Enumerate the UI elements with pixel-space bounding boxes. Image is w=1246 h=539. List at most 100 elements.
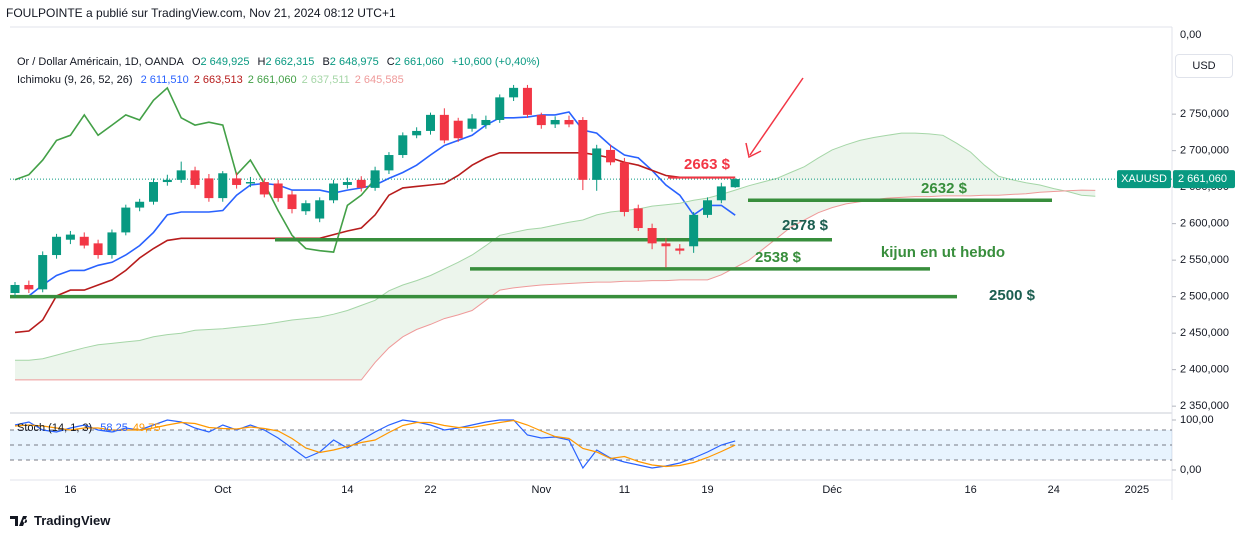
candle-body (536, 114, 546, 126)
candle-body (329, 183, 339, 201)
indicator-value: 2 645,585 (354, 74, 404, 86)
x-tick-label: 11 (619, 484, 630, 496)
legend-key: B (322, 56, 330, 68)
indicator-value: 2 661,060 (247, 74, 297, 86)
y-tick-label: 2 450,000 (1180, 327, 1229, 339)
arrow-line (749, 77, 804, 156)
stoch-line (14, 419, 736, 470)
candle-body (204, 178, 214, 199)
y-tick-label: 2 350,000 (1180, 400, 1229, 412)
brand: TradingView (34, 513, 111, 528)
legend-value: 2 648,975 (329, 56, 379, 68)
annotation: kijun en ut hebdo (881, 244, 1005, 261)
footer-logo: TradingView (10, 513, 110, 528)
candle-body (689, 214, 699, 247)
level-label: 2500 $ (989, 287, 1036, 304)
candle-body (439, 114, 449, 141)
x-tick-label: 2025 (1125, 484, 1149, 496)
price-badge (1173, 170, 1235, 189)
candle-body (522, 87, 532, 115)
legend-value: 2 662,315 (265, 56, 315, 68)
y-tick-label: 2 700,000 (1180, 145, 1229, 157)
candle-body (467, 118, 477, 129)
candle-body (273, 183, 283, 199)
candle-body (245, 182, 255, 184)
candle-body (342, 182, 352, 185)
y-tick-label: 2 750,000 (1180, 108, 1229, 120)
candle-body (65, 234, 75, 240)
indicator-value: 2 637,511 (301, 74, 350, 86)
candle-body (509, 87, 519, 98)
logo-icon (10, 515, 28, 526)
indicator-label: Ichimoku (9, 26, 52, 26) (17, 74, 133, 86)
level-label: 2663 $ (684, 156, 731, 173)
ichimoku-line (15, 189, 1096, 381)
candle-body (190, 170, 200, 185)
candle-body (550, 119, 560, 125)
y-tick-label: 2 600,000 (1180, 218, 1229, 230)
candle-body (370, 170, 380, 188)
candle-body (218, 173, 228, 199)
candle-body (619, 162, 629, 212)
x-tick-label: 19 (701, 484, 713, 496)
candle-body (647, 228, 657, 244)
x-tick-label: Nov (532, 484, 552, 496)
candle-body (703, 200, 712, 215)
x-tick-label: 22 (424, 484, 436, 496)
x-tick-label: Déc (822, 484, 842, 496)
candle-body (232, 178, 242, 185)
stoch-line (14, 419, 736, 468)
ichimoku-legend: Ichimoku (9, 26, 52, 26) 2 611,510 2 663,… (17, 74, 409, 86)
symbol-name: Or / Dollar Américain, 1D, OANDA (17, 56, 184, 68)
y-tick-label: 2 400,000 (1180, 364, 1229, 376)
indicator-label: Stoch (14, 1, 3) (17, 422, 93, 434)
candle-body (93, 243, 103, 256)
candle-body (633, 208, 643, 229)
candle-body (412, 130, 422, 136)
indicator-value: 2 611,510 (140, 74, 189, 86)
candle-body (121, 207, 131, 233)
candle-body (398, 135, 408, 156)
top-axis-label: 0,00 (1180, 29, 1201, 41)
arrow-head (745, 142, 762, 159)
legend-change: +10,600 (+0,40%) (451, 56, 540, 68)
ohlc-legend: Or / Dollar Américain, 1D, OANDA O2 649,… (17, 56, 545, 68)
x-tick-label: 16 (64, 484, 76, 496)
y-tick-label: 0,00 (1180, 464, 1201, 476)
y-tick-label: 2 500,000 (1180, 291, 1229, 303)
candle-body (481, 119, 491, 126)
candle-body (107, 232, 117, 256)
legend-key: C (386, 56, 395, 68)
level-label: 2538 $ (755, 249, 802, 266)
level-label: 2632 $ (921, 180, 968, 197)
legend-key: H (257, 56, 266, 68)
x-tick-label: 14 (341, 484, 353, 496)
ichimoku-line (14, 86, 376, 253)
indicator-value: 58,25 (100, 422, 128, 434)
candle-body (426, 114, 435, 131)
x-tick-label: Oct (214, 484, 231, 496)
candle-body (79, 236, 89, 246)
candle-body (301, 203, 311, 212)
price-badge-text: 2 661,060 (1178, 173, 1227, 185)
candle-body (149, 182, 158, 202)
legend-value: 2 649,925 (200, 56, 250, 68)
candle-body (578, 119, 588, 180)
ichimoku-line (15, 132, 1096, 361)
candle-body (52, 236, 62, 256)
candle-body (606, 149, 616, 163)
candle-body (384, 155, 394, 171)
x-tick-label: 16 (965, 484, 977, 496)
candle-body (135, 201, 145, 208)
candle-body (38, 255, 48, 290)
candle-body (356, 179, 366, 188)
currency-button[interactable]: USD (1175, 54, 1233, 78)
y-tick-label: 100,00 (1180, 414, 1214, 426)
candle-body (730, 179, 740, 188)
candle-body (564, 119, 574, 125)
symbol-badge-text: XAUUSD (1121, 173, 1167, 185)
candle-body (259, 182, 269, 195)
candle-body (453, 120, 463, 139)
